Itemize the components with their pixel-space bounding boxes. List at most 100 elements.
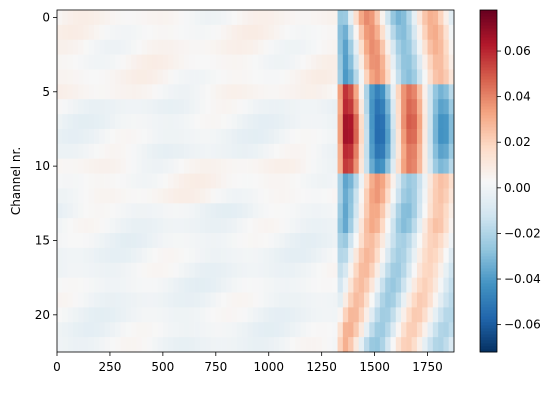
heatmap-cell [88, 322, 95, 338]
heatmap-cell [120, 84, 127, 100]
heatmap-cell [72, 322, 79, 338]
heatmap-cell [390, 262, 397, 278]
heatmap-cell [67, 262, 74, 278]
heatmap-cell [316, 277, 322, 293]
heatmap-cell [406, 262, 412, 278]
heatmap-cell [395, 247, 402, 264]
colorbar-segment [480, 280, 497, 284]
heatmap-cell [242, 173, 248, 189]
heatmap-cell [252, 262, 259, 278]
heatmap-cell [337, 24, 344, 41]
heatmap-cell [406, 292, 412, 308]
heatmap-cell [178, 39, 185, 55]
heatmap-cell [289, 218, 296, 234]
heatmap-cell [337, 84, 344, 100]
heatmap-cell [395, 337, 402, 353]
heatmap-cell [432, 322, 439, 338]
heatmap-cell [62, 128, 68, 145]
colorbar-segment [480, 133, 497, 137]
heatmap-cell [390, 307, 397, 323]
heatmap-cell [416, 24, 423, 41]
heatmap-cell [337, 262, 344, 278]
heatmap-cell [342, 307, 349, 323]
heatmap-cell [422, 54, 428, 70]
heatmap-cell [120, 54, 127, 70]
heatmap-cell [348, 69, 354, 85]
heatmap-cell [215, 307, 222, 323]
heatmap-cell [326, 173, 333, 189]
heatmap-cell [305, 114, 312, 130]
heatmap-cell [358, 203, 365, 219]
heatmap-cell [385, 203, 391, 219]
heatmap-cell [78, 69, 84, 85]
heatmap-cell [438, 247, 444, 264]
heatmap-cell [305, 69, 312, 85]
heatmap-cell [342, 158, 349, 174]
heatmap-cell [385, 84, 391, 100]
x-tick-label: 750 [204, 360, 227, 374]
heatmap-cell [104, 292, 111, 308]
heatmap-cell [295, 143, 301, 159]
heatmap-cell [263, 69, 270, 85]
heatmap-cell [125, 307, 132, 323]
heatmap-cell [109, 128, 116, 145]
heatmap-cell [78, 39, 84, 55]
heatmap-cell [141, 173, 148, 189]
heatmap-cell [374, 158, 381, 174]
heatmap-cell [348, 143, 354, 159]
heatmap-cell [348, 233, 354, 249]
heatmap-cell [162, 203, 169, 219]
heatmap-cell [62, 233, 68, 249]
heatmap-cell [173, 322, 180, 338]
heatmap-cell [448, 128, 455, 145]
heatmap-cell [332, 158, 338, 174]
heatmap-cell [316, 114, 322, 130]
heatmap-cell [358, 158, 365, 174]
heatmap-cell [305, 24, 312, 41]
heatmap-cell [226, 84, 232, 100]
heatmap-cell [374, 114, 381, 130]
y-tick-label: 15 [35, 233, 50, 247]
heatmap-cell [284, 143, 291, 159]
heatmap-cell [348, 337, 354, 353]
heatmap-cell [94, 84, 100, 100]
heatmap-cell [178, 233, 185, 249]
heatmap-cell [236, 39, 243, 55]
heatmap-cell [94, 262, 100, 278]
heatmap-cell [173, 307, 180, 323]
heatmap-cell [337, 143, 344, 159]
heatmap-cell [305, 158, 312, 174]
heatmap-cell [115, 143, 121, 159]
heatmap-cell [358, 99, 365, 115]
heatmap-cell [109, 203, 116, 219]
heatmap-cell [268, 173, 275, 189]
colorbar: −0.06−0.04−0.020.000.020.040.06 [479, 9, 541, 353]
heatmap-cell [72, 262, 79, 278]
heatmap-cell [284, 203, 291, 219]
colorbar-segment [480, 190, 497, 194]
heatmap-cell [146, 158, 153, 174]
colorbar-segment [480, 334, 497, 338]
heatmap-cell [263, 158, 270, 174]
heatmap-cell [94, 54, 100, 70]
heatmap-cell [78, 54, 84, 70]
heatmap-cell [311, 277, 317, 293]
heatmap-cell [221, 39, 227, 55]
heatmap-cell [358, 337, 365, 353]
heatmap-cell [178, 84, 185, 100]
heatmap-cell [109, 24, 116, 41]
heatmap-cell [131, 292, 137, 308]
colorbar-ticks: −0.06−0.04−0.020.000.020.040.06 [497, 44, 541, 332]
heatmap-cell [274, 143, 280, 159]
heatmap-cell [337, 307, 344, 323]
heatmap-cell [157, 292, 164, 308]
heatmap-cell [385, 143, 391, 159]
heatmap-cell [173, 233, 180, 249]
heatmap-cell [268, 24, 275, 41]
heatmap-cell [348, 54, 354, 70]
heatmap-cell [131, 262, 137, 278]
heatmap-cell [263, 203, 270, 219]
heatmap-cell [305, 84, 312, 100]
heatmap-cell [194, 99, 201, 115]
heatmap-cell [395, 158, 402, 174]
